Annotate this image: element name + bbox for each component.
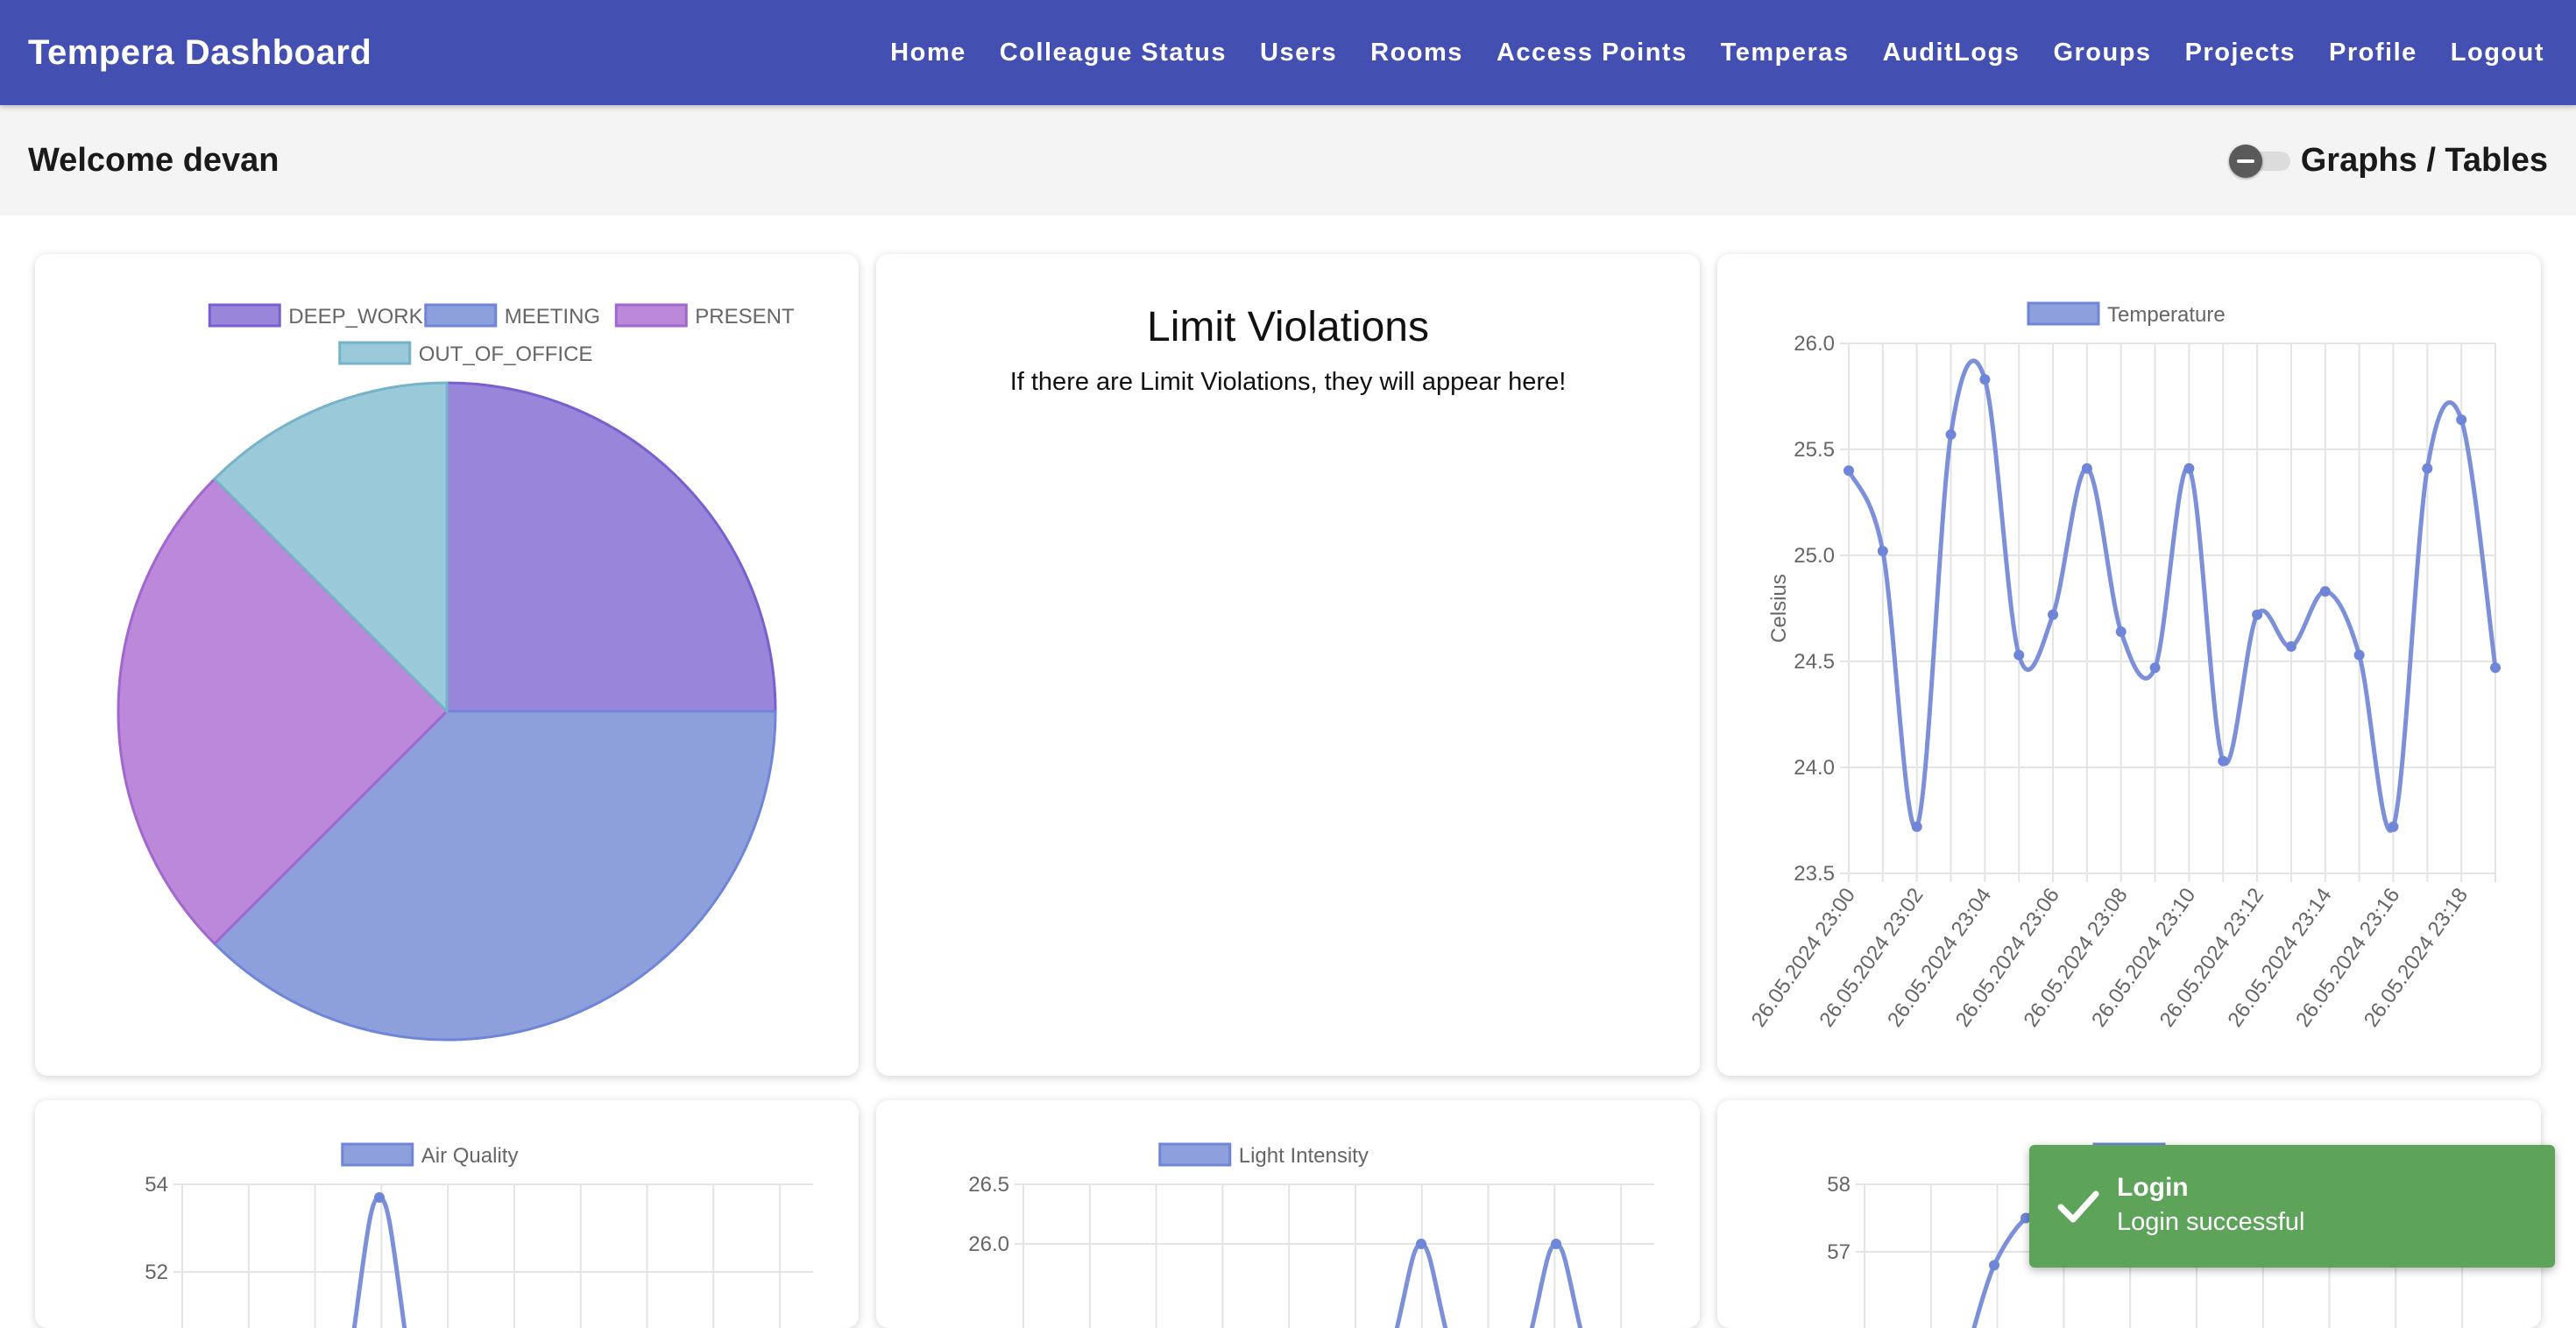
y-tick-label: 52 bbox=[145, 1261, 168, 1284]
pie-slice-present bbox=[117, 477, 449, 946]
air-quality-line-chart: Air Quality 54 52 bbox=[145, 1142, 813, 1328]
temperature-card: Temperature 26.0 25.5 25.0 24.5 24.0 23.5 Celsi… bbox=[1717, 254, 2541, 1076]
temperature-data-point bbox=[2013, 649, 2025, 660]
light-intensity-data-point bbox=[1551, 1239, 1561, 1249]
limit-violations-text: If there are Limit Violations, they will… bbox=[1009, 368, 1567, 396]
nav-rooms[interactable]: Rooms bbox=[1370, 38, 1463, 67]
legend-swatch-out-of-office bbox=[338, 341, 412, 365]
legend-label-deep-work: DEEP_WORK bbox=[288, 305, 422, 328]
legend-label-present: PRESENT bbox=[695, 305, 795, 328]
temperature-data-point bbox=[2285, 641, 2296, 653]
pie-slice-out-of-office bbox=[212, 381, 449, 715]
brand-title[interactable]: Tempera Dashboard bbox=[28, 32, 372, 72]
y-tick-label: 26.5 bbox=[968, 1173, 1009, 1197]
nav-projects[interactable]: Projects bbox=[2184, 38, 2296, 67]
temperature-data-point bbox=[2149, 662, 2161, 674]
temperature-data-point bbox=[2081, 463, 2092, 474]
top-navbar: Tempera Dashboard Home Colleague Status … bbox=[0, 0, 2576, 105]
air-quality-card: Air Quality 54 52 bbox=[35, 1100, 859, 1328]
temperature-data-point bbox=[2422, 463, 2433, 474]
temperature-data-point bbox=[1979, 374, 1991, 385]
air-quality-data-point bbox=[374, 1192, 385, 1203]
legend-swatch-present bbox=[614, 303, 688, 328]
temperature-data-point bbox=[1877, 546, 1888, 557]
nav-auditlogs[interactable]: AuditLogs bbox=[1882, 38, 2020, 67]
temperature-data-point bbox=[2252, 609, 2263, 620]
y-tick-label: 54 bbox=[145, 1173, 168, 1197]
y-tick-label: 26.0 bbox=[1794, 332, 1835, 356]
legend-swatch-air-quality bbox=[341, 1142, 414, 1167]
login-toast[interactable]: Login Login successful bbox=[2029, 1145, 2555, 1268]
temperature-data-point bbox=[2353, 649, 2365, 660]
graphs-tables-toggle[interactable] bbox=[2228, 145, 2292, 178]
air-quality-series-line bbox=[351, 1195, 407, 1328]
y-tick-label: 24.0 bbox=[1794, 756, 1835, 780]
nav-users[interactable]: Users bbox=[1260, 38, 1338, 67]
temperature-data-point bbox=[2490, 662, 2501, 674]
toast-message: Login successful bbox=[2117, 1208, 2305, 1236]
legend-label-temperature: Temperature bbox=[2107, 303, 2226, 327]
status-pie-chart: DEEP_WORK MEETING PRESENT OUT_OF_OFFICE bbox=[117, 303, 795, 1042]
temperature-data-point bbox=[2218, 755, 2229, 766]
status-pie-card: DEEP_WORK MEETING PRESENT OUT_OF_OFFICE bbox=[35, 254, 859, 1076]
welcome-bar: Welcome devan Graphs / Tables bbox=[0, 105, 2576, 215]
legend-label-out-of-office: OUT_OF_OFFICE bbox=[419, 343, 593, 366]
temperature-line-chart: Temperature 26.0 25.5 25.0 24.5 24.0 23.5 Celsi… bbox=[1747, 301, 2501, 1031]
y-tick-label: 26.0 bbox=[968, 1233, 1009, 1256]
temperature-data-point bbox=[1911, 821, 1922, 832]
y-tick-label: 24.5 bbox=[1794, 650, 1835, 674]
y-axis-label: Celsius bbox=[1767, 574, 1791, 643]
legend-label-light-intensity: Light Intensity bbox=[1239, 1144, 1369, 1168]
y-tick-label: 23.5 bbox=[1794, 862, 1835, 886]
light-intensity-card: Light Intensity 26.5 26.0 bbox=[876, 1100, 1700, 1328]
legend-label-meeting: MEETING bbox=[505, 305, 600, 328]
temperature-data-point bbox=[1945, 429, 1957, 441]
legend-swatch-meeting bbox=[424, 303, 498, 328]
nav-groups[interactable]: Groups bbox=[2053, 38, 2152, 67]
nav-profile[interactable]: Profile bbox=[2329, 38, 2417, 67]
nav-colleague-status[interactable]: Colleague Status bbox=[999, 38, 1228, 67]
light-intensity-data-point bbox=[1416, 1239, 1426, 1249]
nav-access-points[interactable]: Access Points bbox=[1496, 38, 1688, 67]
welcome-text: Welcome devan bbox=[28, 141, 280, 179]
minus-icon bbox=[2228, 145, 2262, 178]
temperature-data-point bbox=[2183, 463, 2195, 474]
sensor-data-point bbox=[1989, 1260, 1999, 1271]
temperature-series-line bbox=[1846, 358, 2498, 833]
toast-title: Login bbox=[2117, 1173, 2189, 1202]
y-tick-label: 58 bbox=[1827, 1173, 1851, 1197]
temperature-data-point bbox=[1844, 465, 1854, 477]
light-intensity-series-line bbox=[1529, 1241, 1583, 1328]
checkmark-icon bbox=[2057, 1190, 2099, 1223]
limit-violations-title: Limit Violations bbox=[1147, 304, 1429, 350]
y-tick-label: 57 bbox=[1827, 1240, 1851, 1264]
light-intensity-line-chart: Light Intensity 26.5 26.0 bbox=[968, 1142, 1654, 1328]
nav-menu: Home Colleague Status Users Rooms Access… bbox=[874, 39, 2548, 67]
temperature-data-point bbox=[2388, 821, 2399, 832]
view-toggle-group: Graphs / Tables bbox=[2228, 141, 2548, 180]
temperature-data-point bbox=[2319, 586, 2331, 597]
nav-temperas[interactable]: Temperas bbox=[1720, 38, 1850, 67]
nav-home[interactable]: Home bbox=[890, 38, 966, 67]
temperature-data-point bbox=[2115, 626, 2127, 638]
toggle-label: Graphs / Tables bbox=[2300, 141, 2548, 179]
y-tick-label: 25.0 bbox=[1794, 544, 1835, 568]
legend-swatch-temperature bbox=[2027, 301, 2100, 326]
nav-logout[interactable]: Logout bbox=[2450, 38, 2544, 67]
legend-swatch-light-intensity bbox=[1158, 1142, 1232, 1167]
legend-swatch-deep-work bbox=[208, 303, 281, 328]
pie-slice-deep-work bbox=[445, 381, 777, 713]
y-tick-label: 25.5 bbox=[1794, 438, 1835, 462]
temperature-data-point bbox=[2048, 609, 2059, 620]
sensor-data-point bbox=[2020, 1212, 2031, 1224]
pie-slice-meeting bbox=[212, 710, 777, 1042]
legend-label-air-quality: Air Quality bbox=[421, 1144, 519, 1168]
temperature-data-point bbox=[2456, 414, 2467, 426]
limit-violations-card: Limit Violations If there are Limit Viol… bbox=[876, 254, 1700, 1076]
